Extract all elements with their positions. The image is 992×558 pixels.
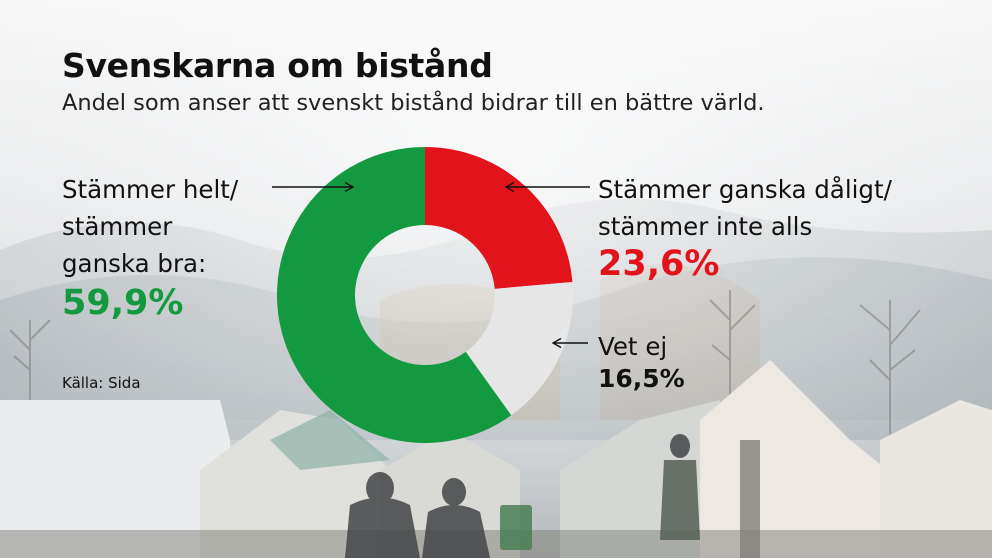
- donut-slice: [465, 281, 573, 416]
- negative-leader-arrow: [504, 181, 590, 193]
- negative-label-line: stämmer inte alls: [598, 212, 813, 241]
- positive-slice-label: Stämmer helt/ stämmer ganska bra:: [62, 171, 238, 282]
- positive-slice-value: 59,9%: [62, 283, 184, 323]
- positive-leader-arrow: [272, 181, 355, 193]
- chart-title: Svenskarna om bistånd: [62, 46, 493, 85]
- source-note: Källa: Sida: [62, 374, 141, 392]
- positive-label-line: ganska bra:: [62, 249, 207, 278]
- unknown-leader-arrow: [551, 337, 588, 349]
- donut-slice: [277, 147, 512, 444]
- unknown-label-line: Vet ej: [598, 332, 668, 361]
- positive-label-line: stämmer: [62, 212, 173, 241]
- negative-label-line: Stämmer ganska dåligt/: [598, 175, 892, 204]
- negative-slice-label: Stämmer ganska dåligt/ stämmer inte alls: [598, 171, 892, 245]
- positive-label-line: Stämmer helt/: [62, 175, 239, 204]
- unknown-slice-label: Vet ej: [598, 328, 667, 365]
- chart-subtitle: Andel som anser att svenskt bistånd bidr…: [62, 90, 765, 116]
- negative-slice-value: 23,6%: [598, 244, 720, 284]
- unknown-slice-value: 16,5%: [598, 364, 685, 393]
- donut-slice: [425, 147, 573, 289]
